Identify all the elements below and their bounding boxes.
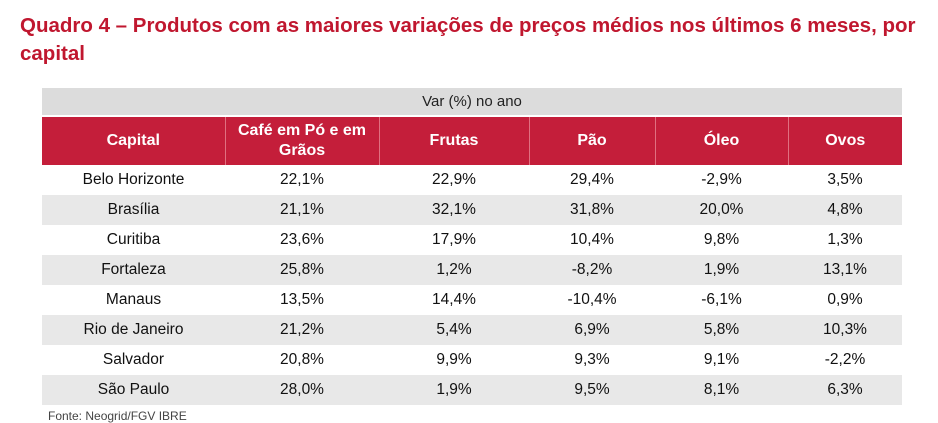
value-cell: -10,4% [567, 291, 617, 308]
value-cell: -2,9% [701, 171, 742, 188]
value-cell: 10,3% [788, 315, 902, 345]
price-variation-table: Var (%) no ano Capital Café em Pó e em G… [42, 88, 902, 405]
table-row: Rio de Janeiro 21,2% 5,4% 6,9% 5,8% 10,3% [42, 315, 902, 345]
source-footnote: Fonte: Neogrid/FGV IBRE [48, 409, 187, 423]
value-cell: 1,9% [655, 255, 788, 285]
column-header-pao: Pão [528, 116, 655, 165]
value-cell: 9,5% [529, 375, 655, 405]
value-cell: 14,4% [432, 291, 476, 308]
capital-cell: Manaus [105, 291, 162, 308]
column-header-frutas: Frutas [378, 116, 529, 165]
column-header-cafe: Café em Pó e em Grãos [224, 116, 379, 165]
capital-cell: Salvador [102, 351, 165, 368]
value-cell: 9,3% [574, 351, 610, 368]
column-header-ovos: Ovos [787, 116, 902, 165]
table-row: Fortaleza 25,8% 1,2% -8,2% 1,9% 13,1% [42, 255, 902, 285]
table-row: Manaus 13,5% 14,4% -10,4% -6,1% 0,9% [42, 285, 902, 315]
value-cell: 6,3% [788, 375, 902, 405]
value-cell: 21,2% [225, 315, 379, 345]
table-row: Belo Horizonte 22,1% 22,9% 29,4% -2,9% 3,5% [42, 165, 902, 195]
value-cell: 29,4% [570, 171, 614, 188]
capital-cell: Belo Horizonte [82, 171, 185, 188]
capital-cell: Rio de Janeiro [42, 315, 225, 345]
value-cell: 28,0% [225, 375, 379, 405]
capital-cell: Curitiba [106, 231, 161, 248]
value-cell: 20,8% [280, 351, 324, 368]
value-cell: 1,2% [379, 255, 529, 285]
table-row: São Paulo 28,0% 1,9% 9,5% 8,1% 6,3% [42, 375, 902, 405]
table-super-header: Var (%) no ano [42, 88, 902, 117]
page-title: Quadro 4 – Produtos com as maiores varia… [20, 14, 916, 65]
value-cell: 20,0% [655, 195, 788, 225]
table-row: Brasília 21,1% 32,1% 31,8% 20,0% 4,8% [42, 195, 902, 225]
value-cell: 3,5% [827, 171, 863, 188]
value-cell: 10,4% [570, 231, 614, 248]
value-cell: 23,6% [280, 231, 324, 248]
value-cell: 22,1% [280, 171, 324, 188]
value-cell: 0,9% [827, 291, 863, 308]
value-cell: 9,1% [703, 351, 740, 368]
value-cell: 22,9% [432, 171, 476, 188]
value-cell: 32,1% [379, 195, 529, 225]
capital-cell: São Paulo [42, 375, 225, 405]
value-cell: 5,8% [655, 315, 788, 345]
capital-cell: Brasília [42, 195, 225, 225]
value-cell: -6,1% [701, 291, 742, 308]
value-cell: 25,8% [225, 255, 379, 285]
table-row: Salvador 20,8% 9,9% 9,3% 9,1% -2,2% [42, 345, 902, 375]
value-cell: -8,2% [529, 255, 655, 285]
value-cell: 8,1% [655, 375, 788, 405]
value-cell: 1,3% [827, 231, 863, 248]
value-cell: 31,8% [529, 195, 655, 225]
capital-cell: Fortaleza [42, 255, 225, 285]
value-cell: 9,8% [703, 231, 740, 248]
value-cell: 6,9% [529, 315, 655, 345]
value-cell: 4,8% [788, 195, 902, 225]
column-header-oleo: Óleo [654, 116, 788, 165]
value-cell: 21,1% [225, 195, 379, 225]
value-cell: -2,2% [824, 351, 866, 368]
column-header-capital: Capital [42, 116, 225, 165]
value-cell: 5,4% [379, 315, 529, 345]
value-cell: 13,1% [788, 255, 902, 285]
value-cell: 17,9% [432, 231, 476, 248]
value-cell: 13,5% [280, 291, 324, 308]
value-cell: 9,9% [436, 351, 472, 368]
value-cell: 1,9% [379, 375, 529, 405]
table-row: Curitiba 23,6% 17,9% 10,4% 9,8% 1,3% [42, 225, 902, 255]
